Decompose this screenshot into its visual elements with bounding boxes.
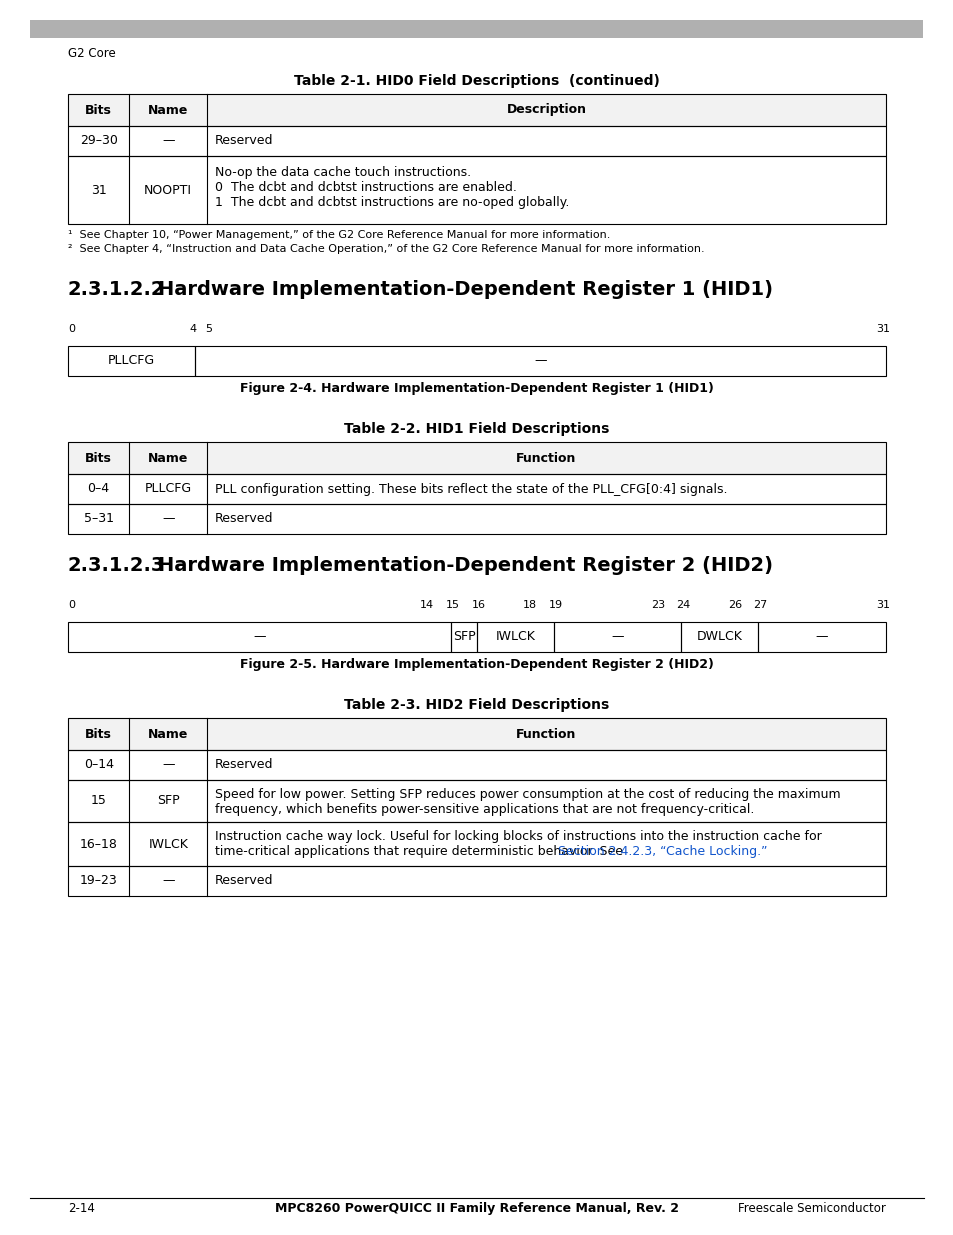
Text: Hardware Implementation-Dependent Register 1 (HID1): Hardware Implementation-Dependent Regist… bbox=[158, 280, 772, 299]
Text: Name: Name bbox=[148, 452, 188, 464]
Text: NOOPTI: NOOPTI bbox=[144, 184, 192, 196]
Text: IWLCK: IWLCK bbox=[148, 837, 188, 851]
Bar bbox=[553, 622, 680, 652]
Text: Hardware Implementation-Dependent Register 2 (HID2): Hardware Implementation-Dependent Regist… bbox=[158, 556, 772, 576]
Text: 27: 27 bbox=[753, 600, 767, 610]
Text: 4: 4 bbox=[189, 324, 196, 333]
Bar bbox=[194, 346, 885, 375]
Text: 31: 31 bbox=[91, 184, 107, 196]
Text: 15: 15 bbox=[445, 600, 459, 610]
Text: Name: Name bbox=[148, 727, 188, 741]
Text: Freescale Semiconductor: Freescale Semiconductor bbox=[738, 1202, 885, 1215]
Text: 19–23: 19–23 bbox=[80, 874, 117, 888]
Text: Section 2.4.2.3, “Cache Locking.”: Section 2.4.2.3, “Cache Locking.” bbox=[558, 845, 767, 858]
Bar bbox=[68, 718, 885, 750]
Text: 0–4: 0–4 bbox=[88, 483, 110, 495]
Text: Speed for low power. Setting SFP reduces power consumption at the cost of reduci: Speed for low power. Setting SFP reduces… bbox=[214, 788, 840, 802]
Bar bbox=[68, 622, 451, 652]
Bar bbox=[758, 622, 885, 652]
Text: IWLCK: IWLCK bbox=[495, 631, 535, 643]
Text: —: — bbox=[611, 631, 623, 643]
Text: Reserved: Reserved bbox=[214, 874, 274, 888]
Text: Reserved: Reserved bbox=[214, 513, 274, 526]
Bar bbox=[68, 750, 885, 781]
Text: —: — bbox=[162, 135, 174, 147]
Text: 2.3.1.2.3: 2.3.1.2.3 bbox=[68, 556, 165, 576]
Text: G2 Core: G2 Core bbox=[68, 47, 115, 61]
Text: Bits: Bits bbox=[85, 452, 112, 464]
Text: Function: Function bbox=[516, 727, 577, 741]
Bar bbox=[451, 622, 476, 652]
Bar bbox=[68, 823, 885, 866]
Text: Instruction cache way lock. Useful for locking blocks of instructions into the i: Instruction cache way lock. Useful for l… bbox=[214, 830, 821, 844]
Text: PLL configuration setting. These bits reflect the state of the PLL_CFG[0:4] sign: PLL configuration setting. These bits re… bbox=[214, 483, 727, 495]
Text: 24: 24 bbox=[676, 600, 690, 610]
Text: time-critical applications that require deterministic behavior. See: time-critical applications that require … bbox=[214, 845, 626, 858]
Text: SFP: SFP bbox=[453, 631, 475, 643]
Text: Bits: Bits bbox=[85, 104, 112, 116]
Text: Bits: Bits bbox=[85, 727, 112, 741]
Text: 15: 15 bbox=[91, 794, 107, 808]
Text: ²  See Chapter 4, “Instruction and Data Cache Operation,” of the G2 Core Referen: ² See Chapter 4, “Instruction and Data C… bbox=[68, 245, 704, 254]
Bar bbox=[68, 156, 885, 224]
Text: 0: 0 bbox=[68, 324, 75, 333]
Text: 29–30: 29–30 bbox=[80, 135, 117, 147]
Text: —: — bbox=[534, 354, 546, 368]
Text: 1  The dcbt and dcbtst instructions are no-oped globally.: 1 The dcbt and dcbtst instructions are n… bbox=[214, 196, 569, 209]
Text: —: — bbox=[162, 758, 174, 772]
Text: Table 2-1. HID0 Field Descriptions  (continued): Table 2-1. HID0 Field Descriptions (cont… bbox=[294, 74, 659, 88]
Text: DWLCK: DWLCK bbox=[697, 631, 742, 643]
Text: 14: 14 bbox=[419, 600, 434, 610]
Text: 2.3.1.2.2: 2.3.1.2.2 bbox=[68, 280, 165, 299]
Bar bbox=[68, 504, 885, 534]
Text: Reserved: Reserved bbox=[214, 758, 274, 772]
Text: Name: Name bbox=[148, 104, 188, 116]
Text: Description: Description bbox=[506, 104, 586, 116]
Bar bbox=[68, 442, 885, 474]
Bar bbox=[476, 622, 553, 652]
Text: 31: 31 bbox=[875, 600, 889, 610]
Text: 5–31: 5–31 bbox=[84, 513, 113, 526]
Text: 18: 18 bbox=[522, 600, 537, 610]
Bar bbox=[680, 622, 758, 652]
Text: 31: 31 bbox=[875, 324, 889, 333]
Text: 23: 23 bbox=[651, 600, 664, 610]
Text: 16–18: 16–18 bbox=[80, 837, 117, 851]
Text: PLLCFG: PLLCFG bbox=[145, 483, 192, 495]
Text: PLLCFG: PLLCFG bbox=[108, 354, 154, 368]
Text: —: — bbox=[815, 631, 827, 643]
Text: 5: 5 bbox=[205, 324, 213, 333]
Text: MPC8260 PowerQUICC II Family Reference Manual, Rev. 2: MPC8260 PowerQUICC II Family Reference M… bbox=[274, 1202, 679, 1215]
Text: Table 2-2. HID1 Field Descriptions: Table 2-2. HID1 Field Descriptions bbox=[344, 422, 609, 436]
Text: Figure 2-4. Hardware Implementation-Dependent Register 1 (HID1): Figure 2-4. Hardware Implementation-Depe… bbox=[240, 382, 713, 395]
Bar bbox=[68, 126, 885, 156]
Text: SFP: SFP bbox=[156, 794, 179, 808]
Text: 0–14: 0–14 bbox=[84, 758, 113, 772]
Text: ¹  See Chapter 10, “Power Management,” of the G2 Core Reference Manual for more : ¹ See Chapter 10, “Power Management,” of… bbox=[68, 230, 610, 240]
Bar bbox=[68, 866, 885, 897]
Text: Table 2-3. HID2 Field Descriptions: Table 2-3. HID2 Field Descriptions bbox=[344, 698, 609, 713]
Text: 19: 19 bbox=[548, 600, 562, 610]
Bar bbox=[30, 20, 923, 38]
Text: 16: 16 bbox=[472, 600, 486, 610]
Text: —: — bbox=[162, 513, 174, 526]
Text: 2-14: 2-14 bbox=[68, 1202, 94, 1215]
Text: No-op the data cache touch instructions.: No-op the data cache touch instructions. bbox=[214, 165, 471, 179]
Text: Figure 2-5. Hardware Implementation-Dependent Register 2 (HID2): Figure 2-5. Hardware Implementation-Depe… bbox=[240, 658, 713, 671]
Bar bbox=[68, 94, 885, 126]
Bar bbox=[68, 474, 885, 504]
Text: Function: Function bbox=[516, 452, 577, 464]
Text: 26: 26 bbox=[727, 600, 741, 610]
Bar bbox=[68, 346, 194, 375]
Text: Reserved: Reserved bbox=[214, 135, 274, 147]
Text: 0: 0 bbox=[68, 600, 75, 610]
Text: frequency, which benefits power-sensitive applications that are not frequency-cr: frequency, which benefits power-sensitiv… bbox=[214, 803, 754, 816]
Bar bbox=[68, 781, 885, 823]
Text: —: — bbox=[253, 631, 266, 643]
Text: 0  The dcbt and dcbtst instructions are enabled.: 0 The dcbt and dcbtst instructions are e… bbox=[214, 182, 517, 194]
Text: —: — bbox=[162, 874, 174, 888]
